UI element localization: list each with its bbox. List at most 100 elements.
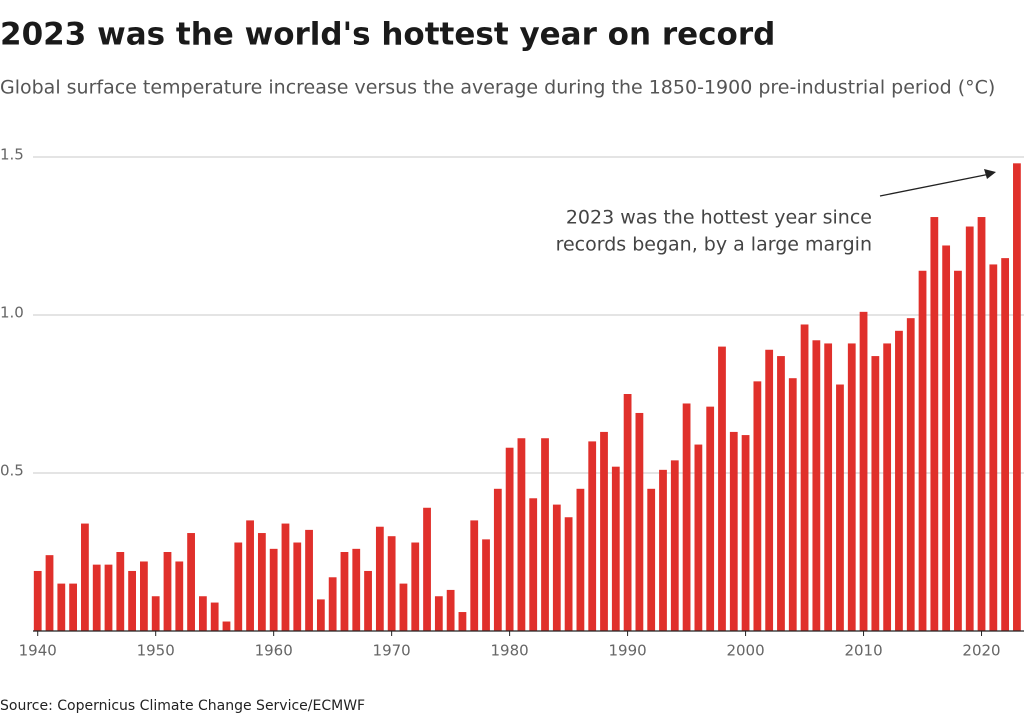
x-tick-label: 1950 bbox=[137, 642, 175, 660]
bar bbox=[470, 520, 479, 631]
bar bbox=[564, 517, 573, 631]
bar bbox=[777, 356, 785, 631]
bar bbox=[788, 378, 797, 631]
bar bbox=[375, 526, 384, 631]
y-tick-label: 1.0 bbox=[0, 304, 24, 322]
bar bbox=[175, 561, 184, 631]
bar bbox=[116, 552, 125, 631]
bar bbox=[305, 529, 313, 631]
bar bbox=[588, 441, 597, 631]
bar bbox=[423, 507, 431, 631]
bar bbox=[269, 548, 278, 631]
bar bbox=[741, 435, 750, 631]
bar bbox=[328, 577, 337, 631]
x-tick-label: 1980 bbox=[491, 642, 529, 660]
bar bbox=[718, 346, 726, 631]
bar bbox=[954, 270, 962, 631]
x-tick-label: 1970 bbox=[373, 642, 411, 660]
chart-title: 2023 was the world's hottest year on rec… bbox=[0, 17, 775, 53]
bar bbox=[446, 589, 455, 631]
bar bbox=[918, 270, 927, 631]
bar bbox=[517, 438, 526, 631]
annotation: 2023 was the hottest year since bbox=[566, 207, 872, 229]
bar bbox=[576, 488, 585, 631]
y-tick-label: 0.5 bbox=[0, 462, 24, 480]
bar bbox=[847, 343, 856, 631]
bar bbox=[57, 583, 66, 631]
bar bbox=[729, 431, 738, 631]
bar bbox=[92, 564, 101, 631]
bar bbox=[104, 564, 113, 631]
bar bbox=[871, 356, 880, 631]
bar bbox=[706, 406, 715, 631]
annotation: records began, by a large margin bbox=[556, 234, 872, 256]
x-tick-label: 1960 bbox=[255, 642, 293, 660]
bar bbox=[387, 536, 396, 631]
bar bbox=[316, 599, 325, 631]
bar bbox=[187, 533, 195, 631]
bar bbox=[222, 621, 231, 631]
bar bbox=[399, 583, 408, 631]
bar bbox=[541, 438, 549, 631]
bar bbox=[623, 394, 632, 631]
bar bbox=[364, 570, 372, 631]
bar bbox=[895, 330, 903, 631]
bar bbox=[800, 324, 809, 631]
bar bbox=[836, 384, 844, 631]
bar bbox=[482, 539, 490, 631]
bar bbox=[352, 548, 361, 631]
bar bbox=[340, 552, 349, 631]
bar bbox=[257, 533, 266, 631]
bar bbox=[824, 343, 833, 631]
bar bbox=[765, 349, 774, 631]
bar bbox=[493, 488, 502, 631]
bar bbox=[505, 447, 514, 631]
bar bbox=[611, 466, 620, 631]
bar bbox=[234, 542, 243, 631]
bar bbox=[977, 217, 986, 632]
y-tick-label: 1.5 bbox=[0, 146, 24, 164]
bar bbox=[198, 596, 207, 631]
bar bbox=[45, 555, 54, 631]
bar bbox=[128, 570, 136, 631]
bar bbox=[682, 403, 691, 631]
bar bbox=[859, 311, 868, 631]
bar bbox=[246, 520, 254, 631]
bar bbox=[1013, 163, 1021, 631]
bar bbox=[140, 561, 148, 631]
bar bbox=[529, 498, 538, 631]
bar bbox=[210, 602, 219, 631]
bar bbox=[670, 460, 679, 631]
bar bbox=[69, 583, 78, 631]
bar bbox=[989, 264, 998, 631]
bar bbox=[647, 488, 656, 631]
bar bbox=[659, 469, 667, 631]
x-tick-label: 2000 bbox=[726, 642, 764, 660]
bar bbox=[965, 226, 974, 631]
chart-subtitle: Global surface temperature increase vers… bbox=[0, 77, 995, 99]
bar bbox=[1001, 258, 1010, 631]
bar bbox=[906, 318, 915, 631]
bar bbox=[635, 412, 644, 631]
x-tick-label: 2020 bbox=[962, 642, 1000, 660]
bar bbox=[33, 570, 42, 631]
bar bbox=[458, 612, 467, 631]
bar bbox=[930, 217, 939, 632]
bar bbox=[552, 504, 561, 631]
bar bbox=[281, 523, 290, 631]
bar bbox=[812, 340, 821, 631]
source: Source: Copernicus Climate Change Servic… bbox=[0, 698, 365, 714]
bar bbox=[293, 542, 302, 631]
bar bbox=[163, 552, 172, 631]
bar bbox=[753, 381, 762, 631]
bar bbox=[411, 542, 420, 631]
bar bbox=[600, 431, 608, 631]
bar bbox=[694, 444, 703, 631]
bar bbox=[883, 343, 892, 631]
x-tick-label: 1990 bbox=[609, 642, 647, 660]
bar bbox=[151, 596, 160, 631]
x-tick-label: 2010 bbox=[844, 642, 882, 660]
bar bbox=[942, 245, 951, 632]
x-tick-label: 1940 bbox=[19, 642, 57, 660]
